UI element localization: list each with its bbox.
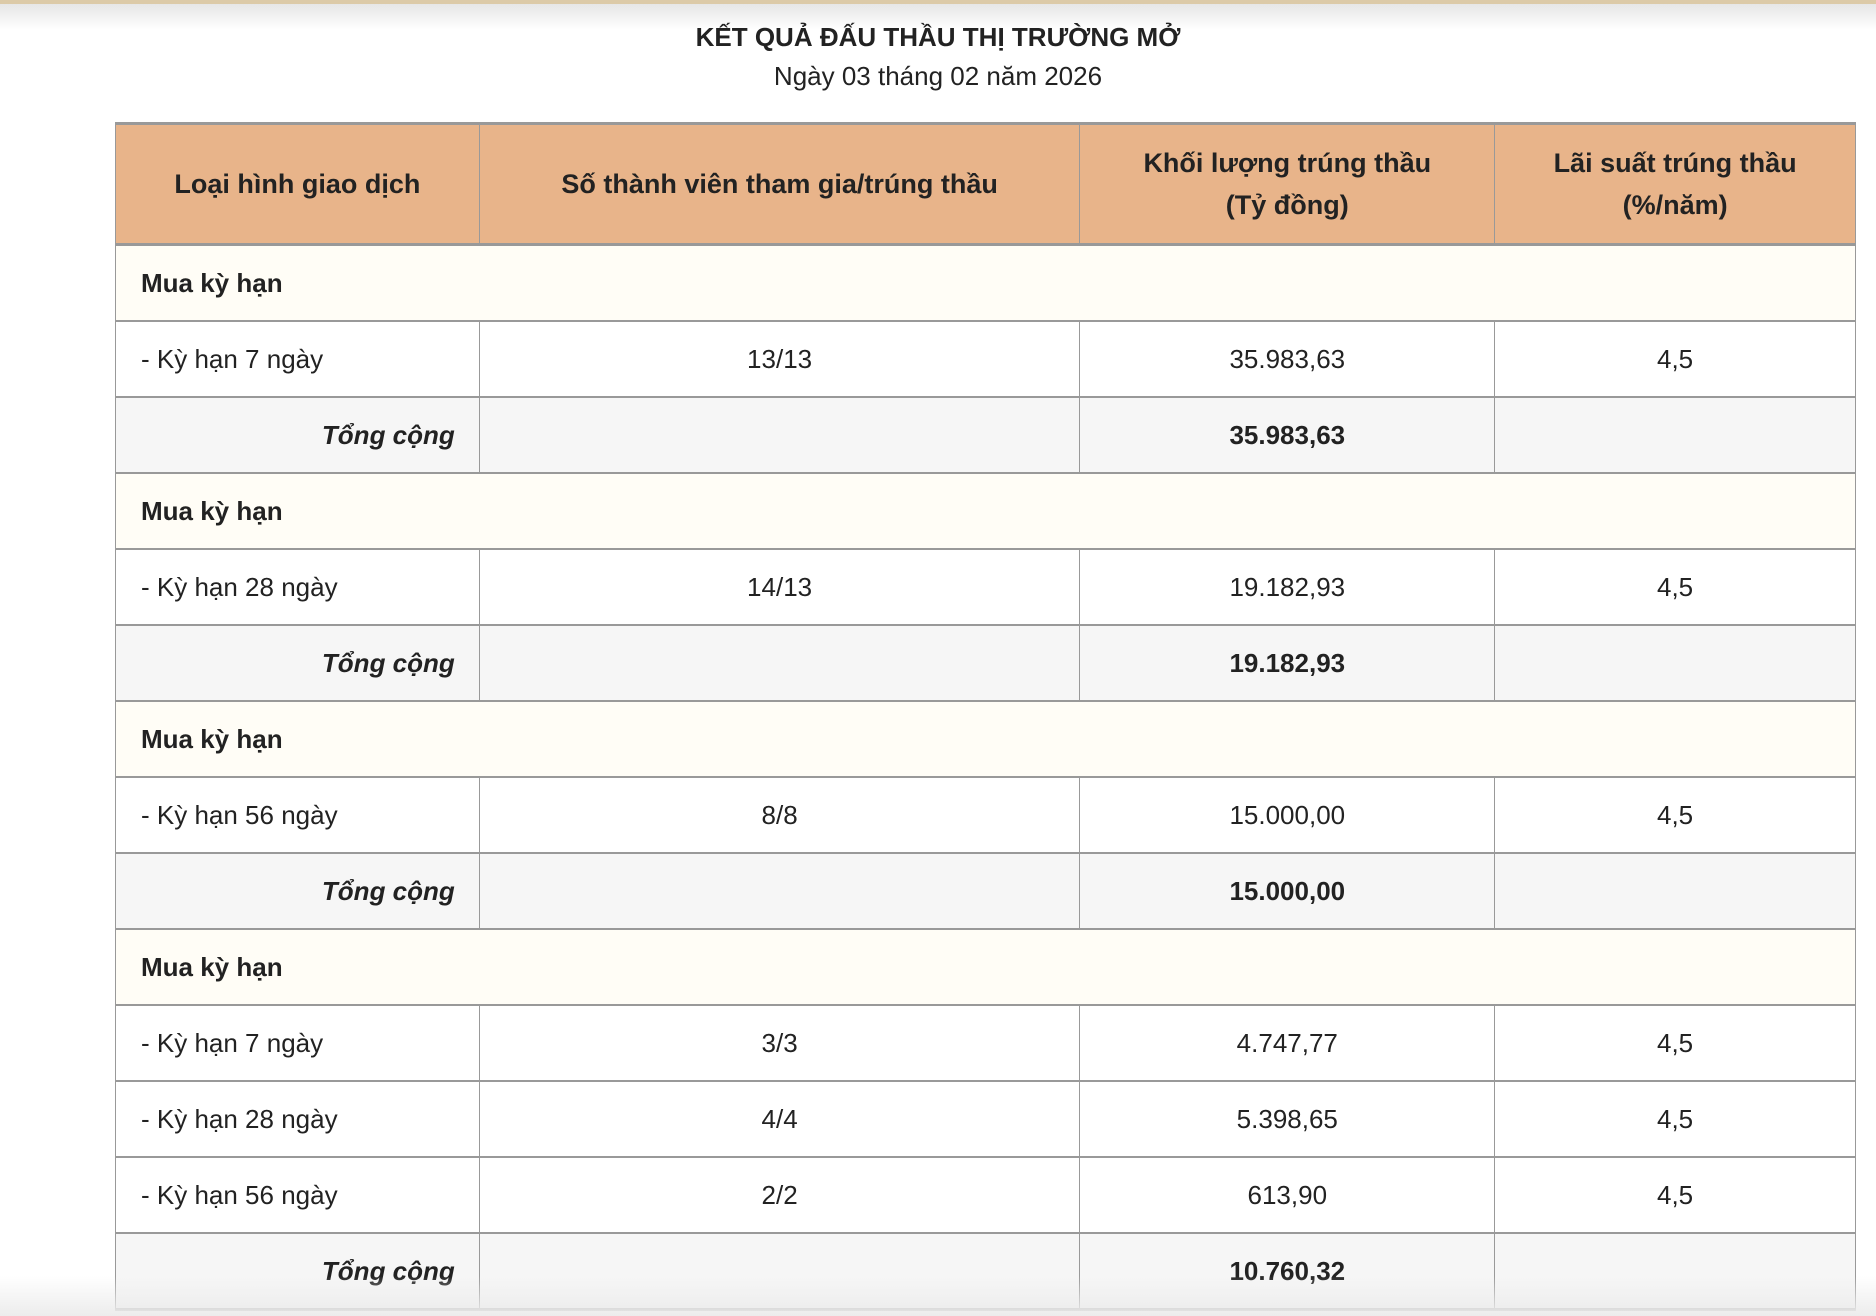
total-label: Tổng cộng (115, 624, 480, 702)
bottom-shade (0, 1276, 1876, 1316)
total-volume: 19.182,93 (1079, 624, 1496, 702)
empty-cell (1494, 624, 1856, 702)
section-label: Mua kỳ hạn (115, 928, 1856, 1006)
page-title: KẾT QUẢ ĐẤU THẦU THỊ TRƯỜNG MỞ (695, 22, 1181, 52)
section-row: Mua kỳ hạn (115, 472, 1856, 550)
term-cell: - Kỳ hạn 56 ngày (115, 776, 480, 854)
total-label: Tổng cộng (115, 396, 480, 474)
total-row: Tổng cộng 35.983,63 (115, 396, 1856, 474)
volume-cell: 4.747,77 (1079, 1004, 1496, 1082)
table-row: - Kỳ hạn 56 ngày 8/8 15.000,00 4,5 (115, 776, 1856, 854)
table-header-row: Loại hình giao dịch Số thành viên tham gi… (115, 122, 1856, 246)
page-subtitle: Ngày 03 tháng 02 năm 2026 (773, 61, 1103, 91)
volume-cell: 613,90 (1079, 1156, 1496, 1234)
members-cell: 3/3 (478, 1004, 1081, 1082)
top-bar (0, 0, 1876, 4)
empty-cell (1494, 852, 1856, 930)
rate-cell: 4,5 (1494, 1004, 1856, 1082)
table-row: - Kỳ hạn 7 ngày 3/3 4.747,77 4,5 (115, 1004, 1856, 1082)
rate-cell: 4,5 (1494, 548, 1856, 626)
members-cell: 13/13 (478, 320, 1081, 398)
term-cell: - Kỳ hạn 7 ngày (115, 1004, 480, 1082)
rate-cell: 4,5 (1494, 776, 1856, 854)
column-header: Khối lượng trúng thầu (Tỷ đồng) (1079, 122, 1496, 246)
term-cell: - Kỳ hạn 7 ngày (115, 320, 480, 398)
members-cell: 2/2 (478, 1156, 1081, 1234)
section-label: Mua kỳ hạn (115, 472, 1856, 550)
rate-cell: 4,5 (1494, 1156, 1856, 1234)
total-volume: 35.983,63 (1079, 396, 1496, 474)
term-cell: - Kỳ hạn 28 ngày (115, 1080, 480, 1158)
rate-cell: 4,5 (1494, 320, 1856, 398)
term-cell: - Kỳ hạn 56 ngày (115, 1156, 480, 1234)
volume-cell: 15.000,00 (1079, 776, 1496, 854)
total-row: Tổng cộng 19.182,93 (115, 624, 1856, 702)
volume-cell: 5.398,65 (1079, 1080, 1496, 1158)
results-table: Loại hình giao dịch Số thành viên tham gi… (115, 122, 1856, 1311)
section-label: Mua kỳ hạn (115, 700, 1856, 778)
table-row: - Kỳ hạn 28 ngày 14/13 19.182,93 4,5 (115, 548, 1856, 626)
column-header-text: Số thành viên tham gia/trúng thầu (561, 169, 998, 199)
column-header-text: (Tỷ đồng) (1225, 190, 1349, 220)
column-header-text: (%/năm) (1622, 190, 1728, 220)
column-header-text: Loại hình giao dịch (174, 169, 421, 199)
column-header: Loại hình giao dịch (115, 122, 480, 246)
column-header-text: Lãi suất trúng thầu (1553, 148, 1797, 178)
column-header-text: Khối lượng trúng thầu (1143, 148, 1432, 178)
volume-cell: 19.182,93 (1079, 548, 1496, 626)
section-row: Mua kỳ hạn (115, 928, 1856, 1006)
empty-cell (1494, 396, 1856, 474)
table-row: - Kỳ hạn 7 ngày 13/13 35.983,63 4,5 (115, 320, 1856, 398)
top-shadow (0, 4, 1876, 30)
section-row: Mua kỳ hạn (115, 243, 1856, 322)
table-row: - Kỳ hạn 56 ngày 2/2 613,90 4,5 (115, 1156, 1856, 1234)
column-header: Lãi suất trúng thầu (%/năm) (1494, 122, 1856, 246)
total-label: Tổng cộng (115, 852, 480, 930)
empty-cell (478, 396, 1081, 474)
members-cell: 4/4 (478, 1080, 1081, 1158)
term-cell: - Kỳ hạn 28 ngày (115, 548, 480, 626)
members-cell: 14/13 (478, 548, 1081, 626)
empty-cell (478, 624, 1081, 702)
volume-cell: 35.983,63 (1079, 320, 1496, 398)
table-row: - Kỳ hạn 28 ngày 4/4 5.398,65 4,5 (115, 1080, 1856, 1158)
rate-cell: 4,5 (1494, 1080, 1856, 1158)
section-label: Mua kỳ hạn (115, 243, 1856, 322)
total-row: Tổng cộng 15.000,00 (115, 852, 1856, 930)
column-header: Số thành viên tham gia/trúng thầu (478, 122, 1081, 246)
total-volume: 15.000,00 (1079, 852, 1496, 930)
section-row: Mua kỳ hạn (115, 700, 1856, 778)
members-cell: 8/8 (478, 776, 1081, 854)
empty-cell (478, 852, 1081, 930)
